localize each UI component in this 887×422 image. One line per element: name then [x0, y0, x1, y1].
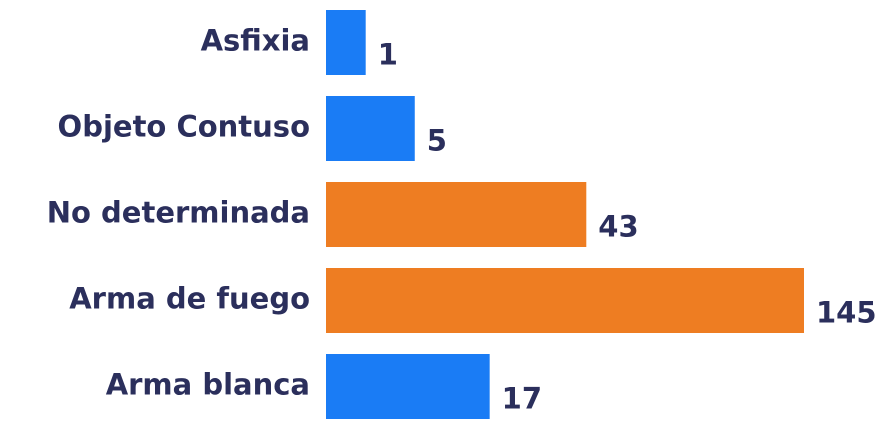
bar	[326, 268, 804, 333]
bar	[326, 96, 415, 161]
category-label: Arma de fuego	[69, 282, 310, 316]
bar	[326, 10, 366, 75]
category-label: No determinada	[47, 196, 310, 230]
value-label: 43	[598, 210, 638, 244]
category-label: Arma blanca	[106, 368, 310, 402]
value-label: 145	[816, 296, 877, 330]
bar	[326, 182, 587, 247]
category-label: Objeto Contuso	[58, 110, 310, 144]
value-label: 1	[378, 38, 398, 72]
bar	[326, 354, 490, 419]
value-label: 17	[502, 382, 542, 416]
category-label: Asfixia	[201, 24, 310, 58]
value-label: 5	[427, 124, 447, 158]
